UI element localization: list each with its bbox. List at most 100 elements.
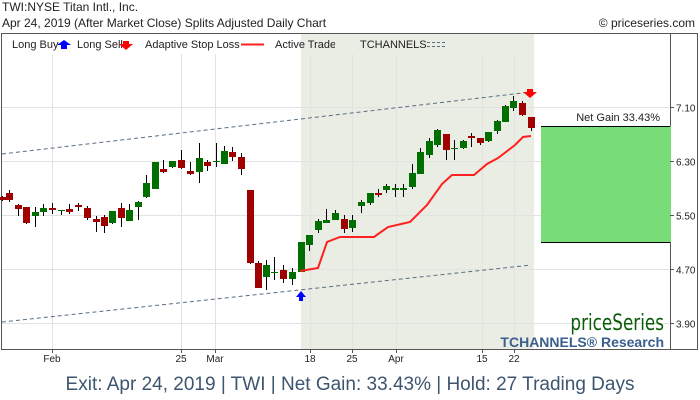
candle-body <box>367 193 374 203</box>
y-tick-label: 7.10 <box>676 104 696 115</box>
candle-body <box>451 148 458 149</box>
x-tick-label: Mar <box>206 354 224 365</box>
candle-body <box>66 209 73 212</box>
x-tick-label: 25 <box>346 354 358 365</box>
candle-body <box>204 162 211 166</box>
candle-body <box>49 208 56 210</box>
candle-body <box>58 210 65 211</box>
x-tick-label: Apr <box>388 354 404 365</box>
x-tick-label: 18 <box>304 354 316 365</box>
candle-body <box>510 101 517 108</box>
priceseries-logo: priceSeries <box>570 310 664 336</box>
long-sell-marker-icon <box>523 89 537 98</box>
y-tick-label: 6.30 <box>676 158 696 169</box>
candle-body <box>229 152 236 157</box>
candle-body <box>238 157 245 169</box>
candle-body <box>152 162 159 189</box>
legend-tchannels: TCHANNELS <box>360 39 427 51</box>
symbol-title: TWI:NYSE Titan Intl., Inc. <box>2 0 139 14</box>
candle-body <box>383 186 390 190</box>
candle-body <box>213 161 220 162</box>
candle-body <box>271 272 278 273</box>
legend-active-trade: Active Trade <box>275 39 336 51</box>
candle-body <box>306 235 313 245</box>
legend-long-sell: Long Sell <box>77 39 123 51</box>
candle-body <box>263 265 270 277</box>
long-buy-arrow-icon <box>57 40 71 49</box>
candle-body <box>84 208 91 218</box>
net-gain-box <box>541 126 671 242</box>
candle-body <box>323 220 330 223</box>
x-tick-label: 22 <box>508 354 520 365</box>
candle-body <box>349 220 356 228</box>
y-tick-label: 3.90 <box>676 320 696 331</box>
x-axis: Feb 25 Mar 18 25 Apr 15 22 <box>43 349 520 365</box>
candle-body <box>32 212 39 216</box>
candlesticks <box>0 96 535 290</box>
candle-body <box>426 141 433 155</box>
candle-body <box>255 263 262 288</box>
active-trade-region <box>301 34 534 349</box>
candle-body <box>169 161 176 167</box>
candle-body <box>341 219 348 229</box>
y-tick-label: 4.70 <box>676 266 696 277</box>
candle-body <box>6 193 13 200</box>
candle-body <box>494 121 501 131</box>
candle-body <box>477 138 484 143</box>
candle-body <box>409 173 416 187</box>
candle-body <box>485 132 492 141</box>
candle-body <box>101 217 108 226</box>
copyright-text: © priceseries.com <box>598 16 695 30</box>
candle-body <box>417 152 424 174</box>
x-tick-label: 15 <box>476 354 488 365</box>
tchannel-line <box>1 91 532 155</box>
chart-date-subtitle: Apr 24, 2019 (After Market Close) Splits… <box>2 16 327 30</box>
candle-body <box>332 213 339 220</box>
candle-body <box>392 188 399 190</box>
tchannels-research-label: TCHANNELS® Research <box>500 334 664 350</box>
legend-adaptive-stop-loss: Adaptive Stop Loss <box>145 39 240 51</box>
trade-summary-footer: Exit: Apr 24, 2019 | TWI | Net Gain: 33.… <box>65 374 635 395</box>
candle-body <box>109 211 116 223</box>
chart-frame <box>1 33 698 350</box>
long-buy-marker-icon <box>296 291 306 301</box>
tchannel-line <box>1 264 532 323</box>
candle-body <box>196 158 203 172</box>
candle-body <box>118 208 125 218</box>
candle-body <box>460 141 467 148</box>
candle-body <box>135 202 142 207</box>
candle-body <box>187 171 194 174</box>
candle-body <box>221 151 228 164</box>
candle-body <box>178 160 185 168</box>
candle-body <box>0 197 6 200</box>
net-gain-label: Net Gain 33.43% <box>576 112 660 124</box>
y-axis: 3.90 4.70 5.50 6.30 7.10 <box>670 104 696 331</box>
x-tick-label: 25 <box>175 354 187 365</box>
candle-body <box>375 193 382 195</box>
candle-body <box>519 103 526 115</box>
candle-body <box>315 221 322 230</box>
candle-body <box>502 106 509 122</box>
long-sell-arrow-icon <box>119 41 133 50</box>
candle-body <box>93 219 100 222</box>
active-trade-swatch-icon <box>335 39 345 49</box>
candle-body <box>126 210 133 221</box>
legend-long-buy: Long Buy <box>12 39 59 51</box>
legend: Long Buy Long Sell Adaptive Stop Loss Ac… <box>12 39 447 51</box>
candle-body <box>289 272 296 279</box>
candle-body <box>40 208 47 212</box>
candle-body <box>160 169 167 172</box>
tchannels <box>1 91 532 323</box>
candle-body <box>358 202 365 206</box>
candle-body <box>23 207 30 223</box>
candle-body <box>528 117 535 128</box>
candle-body <box>75 205 82 207</box>
x-tick-label: Feb <box>43 354 61 365</box>
candle-body <box>247 190 254 263</box>
candle-body <box>434 130 441 145</box>
adaptive-stop-loss-line <box>299 135 532 272</box>
candle-body <box>143 183 150 197</box>
candle-body <box>443 134 450 150</box>
candle-body <box>15 205 22 209</box>
candle-body <box>280 270 287 279</box>
